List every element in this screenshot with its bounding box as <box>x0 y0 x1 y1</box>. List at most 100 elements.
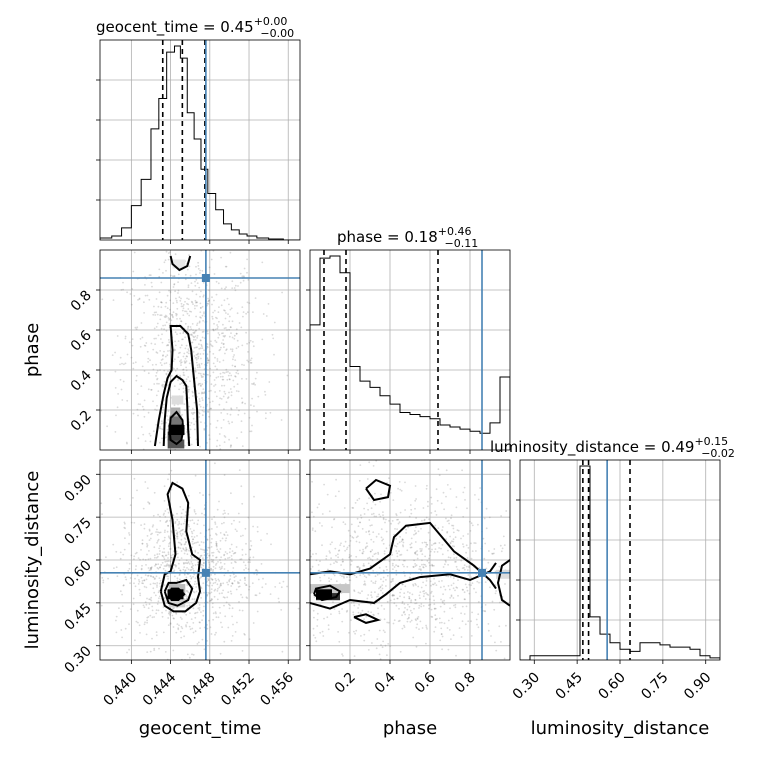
sample-point <box>216 590 219 592</box>
sample-point <box>202 319 205 322</box>
sample-point <box>450 517 452 520</box>
sample-point <box>212 250 215 252</box>
sample-point <box>229 590 232 593</box>
sample-point <box>169 299 172 302</box>
sample-point <box>271 333 274 336</box>
sample-point <box>139 338 142 340</box>
sample-point <box>211 560 214 562</box>
sample-point <box>403 610 406 613</box>
sample-point <box>124 576 127 578</box>
sample-point <box>379 500 381 503</box>
sample-point <box>420 605 423 608</box>
sample-point <box>408 597 411 600</box>
sample-point <box>311 511 313 514</box>
sample-point <box>155 631 158 633</box>
sample-point <box>438 547 440 549</box>
sample-point <box>213 309 216 312</box>
sample-point <box>370 591 373 594</box>
sample-point <box>153 311 156 314</box>
sample-point <box>311 529 314 531</box>
sample-point <box>185 541 188 543</box>
sample-point <box>166 415 168 417</box>
sample-point <box>176 537 179 540</box>
sample-point <box>234 359 237 361</box>
sample-point <box>233 576 236 579</box>
tick-label-x-luminosity-distance-0: 0.30 <box>510 670 543 703</box>
sample-point <box>409 546 412 549</box>
sample-point <box>202 549 205 551</box>
sample-point <box>182 548 185 551</box>
sample-point <box>223 574 226 577</box>
sample-point <box>164 355 167 358</box>
sample-point <box>199 554 202 557</box>
sample-point <box>382 569 385 572</box>
sample-point <box>349 558 352 561</box>
sample-point <box>206 584 209 587</box>
sample-point <box>416 617 419 620</box>
sample-point <box>187 350 190 352</box>
sample-point <box>382 629 385 632</box>
sample-point <box>174 564 177 566</box>
sample-point <box>365 531 368 533</box>
sample-point <box>198 321 201 324</box>
sample-point <box>373 614 375 617</box>
sample-point <box>196 337 199 339</box>
sample-point <box>119 356 122 359</box>
sample-point <box>260 539 262 541</box>
sample-point <box>445 538 447 540</box>
sample-point <box>176 535 178 538</box>
sample-point <box>257 578 260 581</box>
sample-point <box>244 633 246 636</box>
sample-point <box>414 499 417 502</box>
density-cell-geocent-time-vs-phase-3 <box>169 415 182 425</box>
sample-point <box>231 550 234 552</box>
sample-point <box>196 353 199 356</box>
sample-point <box>386 621 389 624</box>
sample-point <box>183 362 186 364</box>
sample-point <box>396 552 399 555</box>
sample-point <box>250 544 253 547</box>
sample-point <box>179 578 181 581</box>
sample-point <box>196 304 198 307</box>
sample-point <box>253 495 255 498</box>
sample-point <box>334 547 337 550</box>
sample-point <box>124 627 127 630</box>
sample-point <box>182 331 185 333</box>
sample-point <box>229 308 232 311</box>
sample-point <box>181 309 184 312</box>
sample-point <box>416 623 419 626</box>
sample-point <box>143 527 146 530</box>
sample-point <box>182 368 185 371</box>
sample-point <box>211 552 213 554</box>
sample-point <box>193 428 196 431</box>
sample-point <box>310 568 312 570</box>
sample-point <box>114 387 117 389</box>
sample-point <box>355 555 358 558</box>
sample-point <box>494 570 497 573</box>
sample-point <box>241 609 244 612</box>
sample-point <box>381 646 384 649</box>
sample-point <box>194 280 196 283</box>
sample-point <box>365 576 368 579</box>
sample-point <box>186 584 189 587</box>
sample-point <box>167 317 170 319</box>
sample-point <box>207 579 210 582</box>
sample-point <box>217 326 219 328</box>
sample-point <box>491 600 494 603</box>
sample-point <box>147 361 150 363</box>
sample-point <box>191 323 194 325</box>
sample-point <box>456 587 459 589</box>
sample-point <box>434 626 437 628</box>
sample-point <box>256 573 258 576</box>
sample-point <box>117 393 119 395</box>
sample-point <box>128 562 131 565</box>
sample-point <box>323 574 326 577</box>
sample-point <box>382 518 385 521</box>
sample-point <box>242 279 245 282</box>
sample-point <box>211 303 213 306</box>
sample-point <box>385 579 387 581</box>
sample-point <box>141 582 144 584</box>
sample-point <box>180 529 182 532</box>
sample-point <box>181 618 183 620</box>
sample-point <box>150 389 153 391</box>
